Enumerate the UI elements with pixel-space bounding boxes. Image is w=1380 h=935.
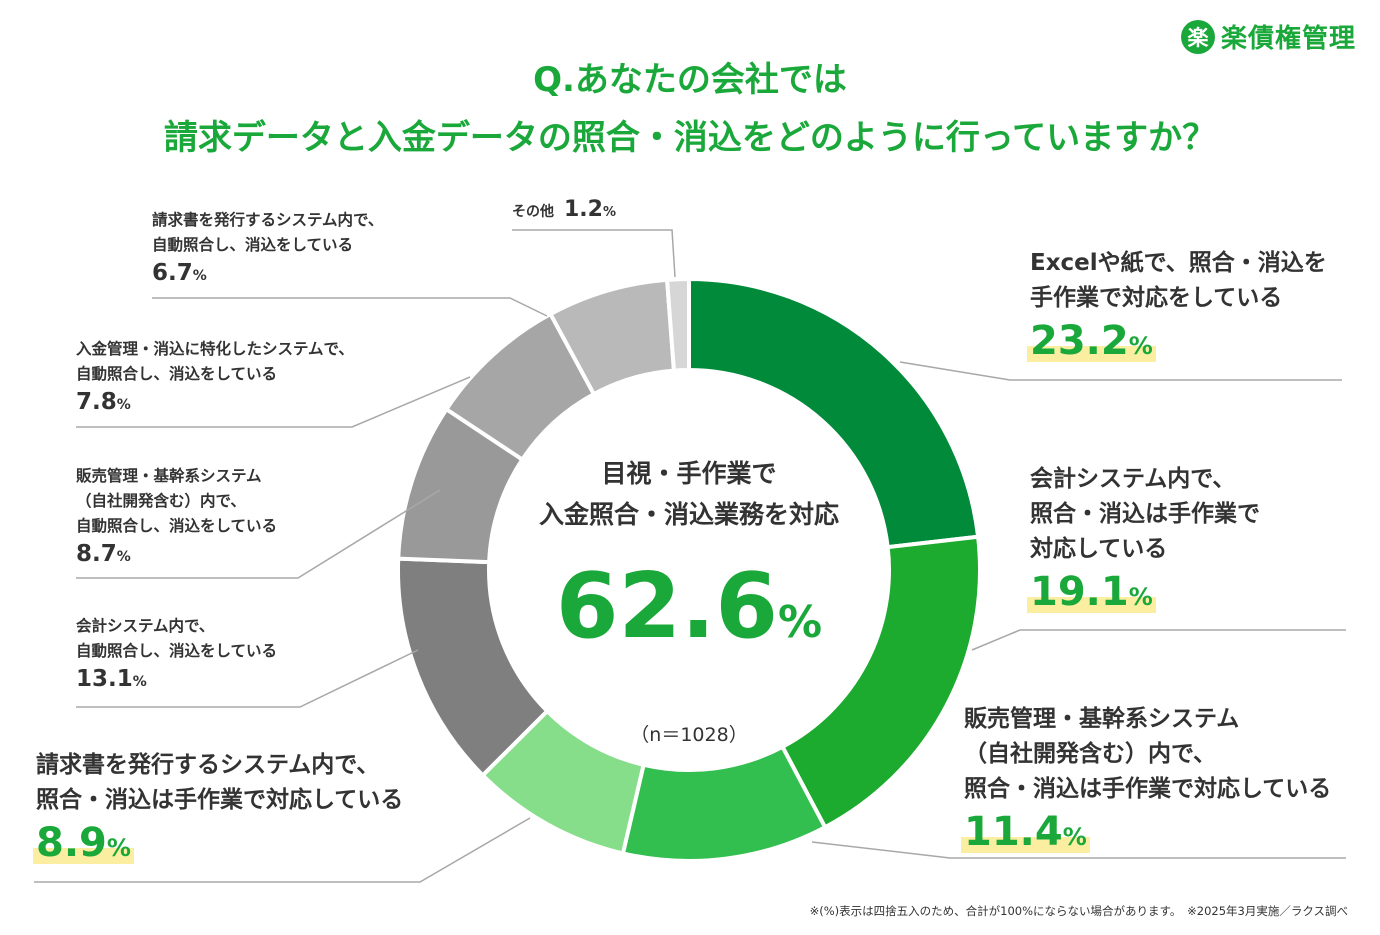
slice-label-4-value: 13.1: [76, 666, 133, 692]
slice-label-3-value: 8.9: [36, 820, 107, 866]
slice-label-3-line2: 照合・消込は手作業で対応している: [36, 787, 404, 813]
sample-size: （n＝1028）: [630, 724, 748, 746]
slice-label-8-unit: %: [602, 205, 617, 220]
footnote: ※(%)表示は四捨五入のため、合計が100%にならない場合があります。 ※202…: [809, 904, 1348, 918]
slice-label-6-unit: %: [116, 397, 131, 413]
slice-label-6-value: 7.8: [76, 389, 117, 415]
center-value-number: 62.6: [555, 554, 778, 659]
slice-label-7-value: 6.7: [152, 260, 193, 286]
slice-label-1-unit: %: [1128, 583, 1153, 611]
slice-label-1-percent: 19.1%: [1027, 569, 1156, 615]
slice-label-6-line1: 入金管理・消込に特化したシステムで、: [76, 340, 354, 358]
slice-label-7-percent: 6.7%: [152, 260, 207, 286]
slice-label-8-value: 1.2: [564, 197, 603, 222]
slice-label-5-value: 8.7: [76, 541, 117, 567]
slice-label-2-line2: （自社開発含む）内で、: [964, 741, 1217, 767]
slice-label-2-line3: 照合・消込は手作業で対応している: [964, 776, 1332, 802]
slice-label-7: 請求書を発行するシステム内で、 自動照合し、消込をしている 6.7%: [152, 208, 383, 286]
slice-label-2-unit: %: [1062, 823, 1087, 851]
chart-title-line1: Q.あなたの会社では: [533, 60, 847, 100]
donut-slice-8: [664, 276, 691, 373]
slice-label-3-line1: 請求書を発行するシステム内で、: [36, 752, 380, 778]
slice-label-4: 会計システム内で、自動照合し、消込をしている 13.1%: [76, 614, 277, 692]
slice-label-1-line3: 対応している: [1030, 536, 1168, 562]
slice-label-6-percent: 7.8%: [76, 389, 131, 415]
slice-label-2-line1: 販売管理・基幹系システム: [964, 706, 1240, 732]
leader-line-2: [811, 841, 1346, 859]
slice-label-1-line2: 照合・消込は手作業で: [1030, 501, 1260, 527]
slice-label-1: 会計システム内で、 照合・消込は手作業で 対応している 19.1%: [1027, 462, 1260, 615]
slice-label-4-percent: 13.1%: [76, 666, 147, 692]
leader-line-8: [512, 229, 676, 278]
slice-label-7-line2: 自動照合し、消込をしている: [152, 236, 354, 254]
brand-logo: 楽 楽債権管理: [1180, 18, 1356, 55]
slice-label-5: 販売管理・基幹系システム （自社開発含む）内で、自動照合し、消込をしている 8.7%: [76, 464, 277, 567]
leader-line-0: [899, 361, 1342, 381]
slice-label-0-value: 23.2: [1030, 318, 1129, 364]
slice-label-0-line1: Excelや紙で、照合・消込を: [1030, 250, 1327, 276]
leader-line-6: [76, 376, 471, 428]
center-caption-line1: 目視・手作業で: [601, 459, 777, 488]
slice-label-3-percent: 8.9%: [33, 820, 134, 866]
chart-title-line2: 請求データと入金データの照合・消込をどのように行っていますか？: [163, 118, 1217, 158]
slice-label-8: その他 1.2%: [512, 197, 616, 222]
slice-label-6: 入金管理・消込に特化したシステムで、 自動照合し、消込をしている 7.8%: [76, 337, 354, 415]
slice-label-0-unit: %: [1128, 332, 1153, 360]
slice-label-3-unit: %: [106, 834, 131, 862]
slice-label-5-line1: 販売管理・基幹系システム: [76, 467, 262, 485]
slice-label-1-line1: 会計システム内で、: [1030, 466, 1236, 492]
slice-label-0-percent: 23.2%: [1027, 318, 1156, 364]
slice-label-2-percent: 11.4%: [961, 809, 1090, 855]
leader-line-7: [152, 297, 548, 317]
center-value-unit: %: [777, 597, 823, 648]
donut-slice-0: [687, 276, 981, 550]
slice-label-1-value: 19.1: [1030, 569, 1129, 615]
slice-label-0-line2: 手作業で対応をしている: [1030, 285, 1283, 311]
slice-label-7-unit: %: [192, 268, 207, 284]
slice-label-3: 請求書を発行するシステム内で、 照合・消込は手作業で対応している 8.9%: [33, 748, 404, 866]
slice-label-5-unit: %: [116, 549, 131, 565]
brand-mark-icon: 楽: [1180, 19, 1215, 54]
center-value: 62.6%: [489, 562, 889, 652]
slice-label-6-line2: 自動照合し、消込をしている: [76, 365, 278, 383]
leader-line-3: [34, 817, 531, 883]
center-caption-line2: 入金照合・消込業務を対応: [538, 500, 839, 529]
center-caption: 目視・手作業で 入金照合・消込業務を対応: [489, 453, 889, 535]
leader-line-5: [76, 489, 441, 579]
leader-line-1: [971, 629, 1346, 651]
slice-label-2: 販売管理・基幹系システム （自社開発含む）内で、照合・消込は手作業で対応している 1…: [961, 702, 1332, 855]
slice-label-4-line2: 自動照合し、消込をしている: [76, 642, 278, 660]
slice-label-8-name: その他: [512, 204, 554, 220]
slice-label-5-line3: 自動照合し、消込をしている: [76, 517, 278, 535]
slice-label-4-unit: %: [132, 674, 147, 690]
slice-label-5-line2: （自社開発含む）内で、: [76, 492, 246, 510]
leader-line-4: [76, 649, 419, 708]
slice-label-7-line1: 請求書を発行するシステム内で、: [152, 211, 384, 229]
slice-label-2-value: 11.4: [964, 809, 1063, 855]
slice-label-5-percent: 8.7%: [76, 541, 131, 567]
slice-label-0: Excelや紙で、照合・消込を 手作業で対応をしている 23.2%: [1027, 246, 1327, 364]
brand-name: 楽債権管理: [1220, 24, 1356, 54]
slice-label-4-line1: 会計システム内で、: [76, 617, 215, 635]
